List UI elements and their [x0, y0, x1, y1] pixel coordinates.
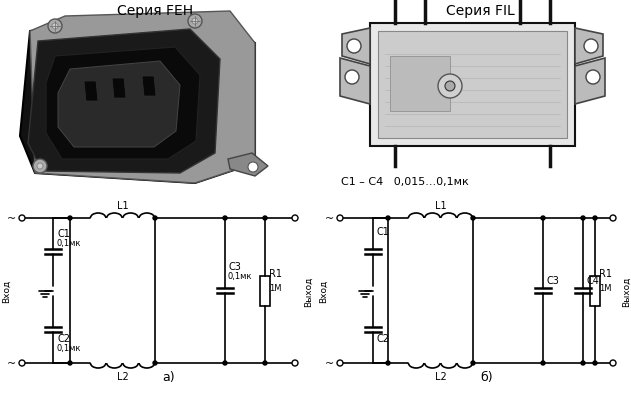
Circle shape: [471, 217, 475, 221]
Text: L1: L1: [435, 200, 446, 211]
Polygon shape: [30, 12, 255, 184]
Text: C2: C2: [57, 333, 70, 343]
Text: C1: C1: [57, 229, 70, 239]
Text: ~: ~: [325, 213, 334, 223]
Circle shape: [386, 361, 390, 365]
Polygon shape: [142, 77, 156, 97]
Polygon shape: [575, 29, 603, 65]
Bar: [590, 276, 600, 306]
Text: Вход: Вход: [1, 279, 11, 302]
Text: Серия FEH: Серия FEH: [117, 4, 193, 18]
Circle shape: [345, 71, 359, 85]
Circle shape: [153, 361, 157, 365]
Text: 1М: 1М: [599, 284, 611, 293]
Text: C3: C3: [229, 261, 242, 271]
Circle shape: [33, 160, 47, 174]
Text: ~: ~: [325, 358, 334, 368]
Text: R1: R1: [599, 269, 612, 279]
Circle shape: [192, 19, 198, 25]
Circle shape: [438, 75, 462, 99]
Circle shape: [584, 40, 598, 54]
Text: C1 – C4   0,015...0,1мк: C1 – C4 0,015...0,1мк: [341, 176, 469, 186]
Polygon shape: [20, 14, 255, 184]
Text: 0,1мк: 0,1мк: [228, 272, 252, 281]
Circle shape: [153, 217, 157, 221]
Circle shape: [19, 215, 25, 221]
Circle shape: [263, 217, 267, 221]
Text: 1М: 1М: [269, 284, 281, 293]
Text: Вход: Вход: [319, 279, 329, 302]
Circle shape: [37, 164, 43, 170]
Polygon shape: [228, 154, 268, 176]
Polygon shape: [46, 48, 200, 160]
Bar: [260, 276, 270, 306]
Text: Выход: Выход: [305, 275, 314, 306]
Text: ~: ~: [7, 213, 16, 223]
Polygon shape: [58, 62, 180, 148]
Circle shape: [471, 361, 475, 365]
Bar: [370, 24, 575, 147]
Circle shape: [347, 40, 361, 54]
Text: Серия FIL: Серия FIL: [445, 4, 514, 18]
Circle shape: [386, 217, 390, 221]
Text: C1: C1: [377, 227, 390, 237]
Circle shape: [263, 361, 267, 365]
Circle shape: [610, 360, 616, 366]
Circle shape: [68, 361, 72, 365]
Circle shape: [610, 215, 616, 221]
Polygon shape: [340, 59, 370, 105]
Text: L2: L2: [117, 371, 128, 381]
Text: 0,1мк: 0,1мк: [56, 239, 81, 247]
Text: R1: R1: [269, 269, 282, 279]
Circle shape: [188, 15, 202, 29]
Text: б): б): [480, 370, 493, 383]
Text: C4: C4: [587, 276, 600, 286]
Circle shape: [337, 215, 343, 221]
Polygon shape: [342, 29, 370, 65]
Circle shape: [19, 360, 25, 366]
Circle shape: [248, 162, 258, 172]
Circle shape: [445, 82, 455, 92]
Text: C2: C2: [377, 333, 390, 343]
Text: L1: L1: [117, 200, 128, 211]
Circle shape: [541, 217, 545, 221]
Circle shape: [68, 217, 72, 221]
Circle shape: [223, 217, 227, 221]
Bar: [378, 32, 567, 139]
Polygon shape: [112, 79, 126, 99]
Text: C3: C3: [547, 276, 560, 286]
Circle shape: [581, 361, 585, 365]
Polygon shape: [575, 59, 605, 105]
Circle shape: [337, 360, 343, 366]
Text: L2: L2: [435, 371, 446, 381]
Circle shape: [52, 24, 58, 30]
Circle shape: [223, 361, 227, 365]
Circle shape: [586, 71, 600, 85]
Bar: [390, 57, 450, 112]
Polygon shape: [84, 82, 98, 102]
Text: ~: ~: [7, 358, 16, 368]
Circle shape: [541, 361, 545, 365]
Circle shape: [593, 361, 597, 365]
Text: Выход: Выход: [623, 275, 631, 306]
Circle shape: [48, 20, 62, 34]
Text: а): а): [162, 370, 175, 383]
Circle shape: [581, 217, 585, 221]
Circle shape: [292, 215, 298, 221]
Circle shape: [593, 217, 597, 221]
Polygon shape: [28, 30, 220, 174]
Circle shape: [292, 360, 298, 366]
Text: 0,1мк: 0,1мк: [56, 343, 81, 352]
